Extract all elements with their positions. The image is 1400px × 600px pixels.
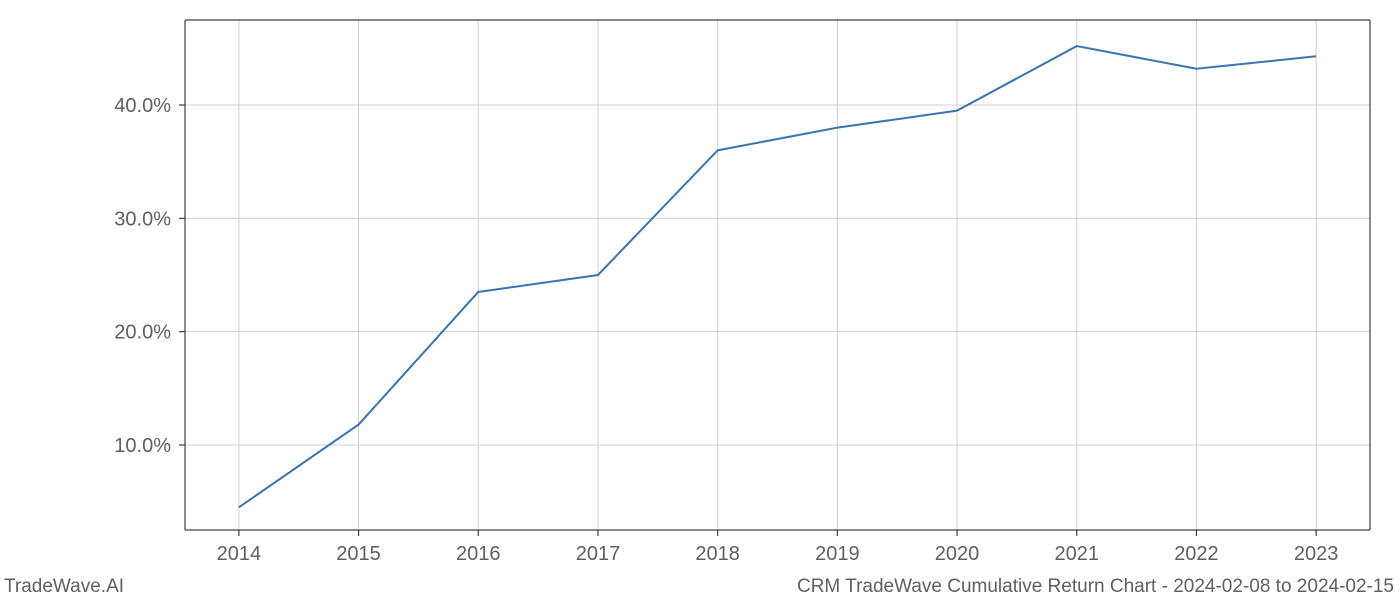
x-tick-label: 2018	[695, 543, 740, 565]
x-tick-label: 2015	[336, 543, 381, 565]
x-tick-label: 2016	[456, 543, 501, 565]
x-tick-label: 2017	[576, 543, 621, 565]
chart-container: 2014 2015 2016 2017 2018 2019 2020 2021 2022 2023…	[0, 0, 1400, 600]
x-tick-label: 2019	[815, 543, 860, 565]
x-tick-label: 2023	[1294, 543, 1339, 565]
y-tick-label: 40.0%	[114, 95, 171, 117]
y-tick-label: 20.0%	[114, 322, 171, 344]
y-tick-label: 10.0%	[114, 435, 171, 457]
x-tick-label: 2014	[217, 543, 262, 565]
line-chart: 2014 2015 2016 2017 2018 2019 2020 2021 2022 2023…	[0, 0, 1400, 600]
y-tick-label: 30.0%	[114, 208, 171, 230]
footer-left-label: TradeWave.AI	[4, 576, 124, 597]
x-tick-label: 2022	[1174, 543, 1219, 565]
footer-right-label: CRM TradeWave Cumulative Return Chart - …	[797, 576, 1394, 597]
x-tick-label: 2021	[1054, 543, 1099, 565]
x-tick-label: 2020	[935, 543, 980, 565]
